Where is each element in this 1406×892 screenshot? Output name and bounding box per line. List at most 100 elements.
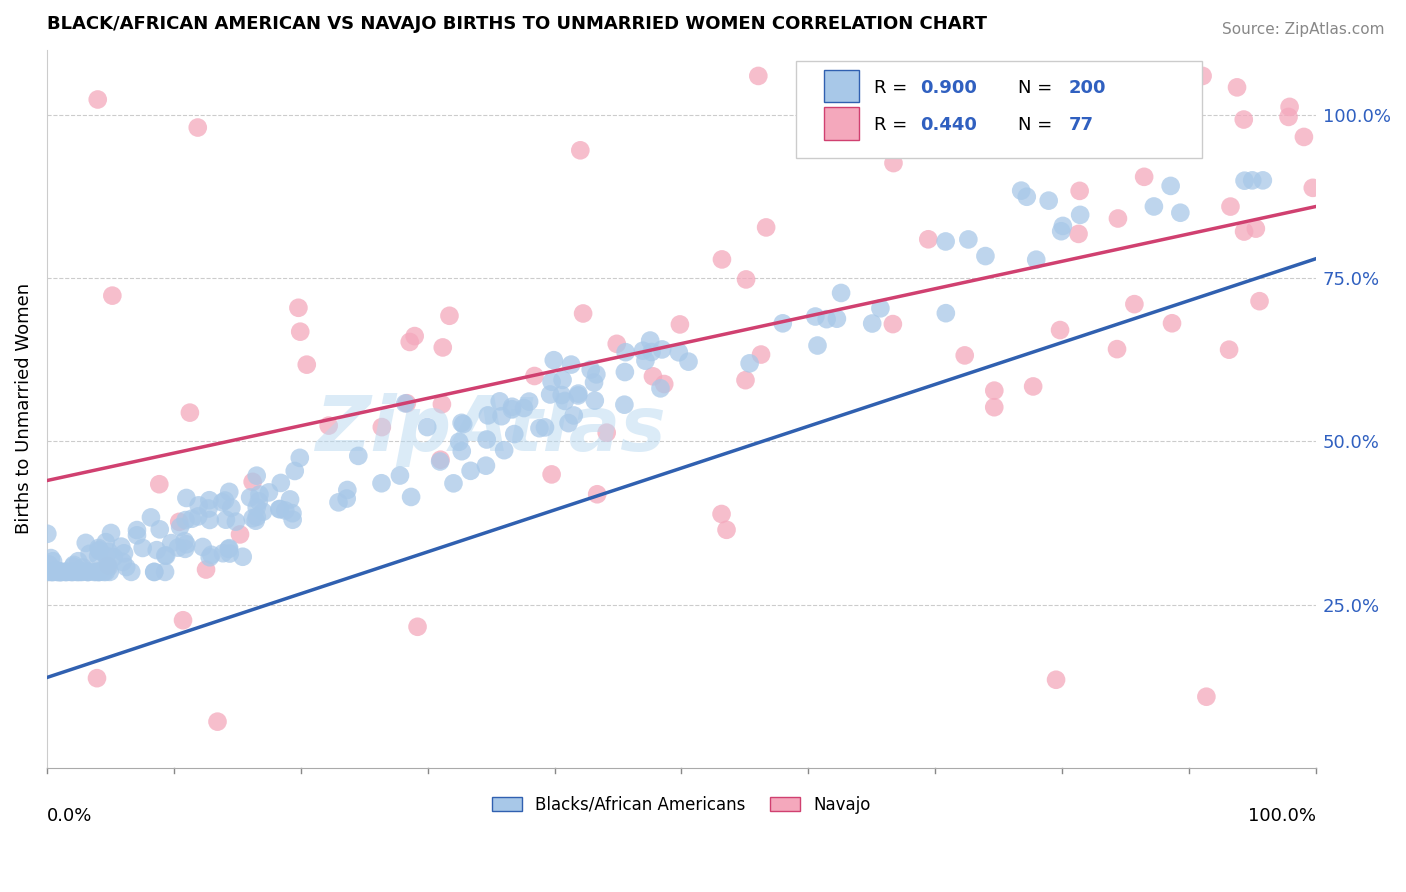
Point	[67, 554, 90, 568]
Point	[55, 565, 77, 579]
Point	[957, 232, 980, 246]
Point	[246, 468, 269, 483]
Point	[242, 475, 264, 489]
Point	[167, 515, 190, 529]
Point	[503, 427, 526, 442]
Point	[983, 384, 1005, 398]
Point	[849, 109, 872, 123]
Point	[96, 559, 118, 574]
Point	[38, 565, 60, 579]
Point	[523, 369, 546, 384]
Point	[110, 540, 132, 554]
Point	[125, 528, 148, 542]
Point	[218, 541, 240, 556]
Point	[1052, 219, 1074, 233]
Point	[1191, 69, 1213, 83]
FancyBboxPatch shape	[824, 107, 859, 139]
Point	[191, 540, 214, 554]
Point	[111, 555, 134, 569]
Point	[66, 565, 89, 579]
Point	[432, 341, 454, 355]
Point	[567, 388, 589, 402]
Point	[148, 477, 170, 491]
Point	[79, 547, 101, 561]
Point	[347, 449, 370, 463]
Point	[187, 499, 209, 513]
Point	[89, 565, 111, 579]
Point	[62, 565, 84, 579]
Point	[1050, 224, 1073, 238]
Point	[830, 285, 852, 300]
Point	[1015, 190, 1038, 204]
Point	[1233, 112, 1256, 127]
Point	[211, 495, 233, 509]
Point	[37, 565, 59, 579]
Point	[139, 510, 162, 524]
Text: 0.0%: 0.0%	[46, 807, 93, 825]
Point	[207, 714, 229, 729]
Point	[49, 565, 72, 579]
Point	[569, 143, 592, 157]
Point	[1067, 227, 1090, 241]
Point	[652, 377, 675, 392]
Point	[103, 550, 125, 565]
Point	[439, 309, 461, 323]
Point	[278, 492, 301, 507]
Point	[1107, 211, 1129, 226]
Point	[638, 334, 661, 348]
Point	[443, 476, 465, 491]
Point	[585, 368, 607, 382]
Legend: Blacks/African Americans, Navajo: Blacks/African Americans, Navajo	[485, 789, 877, 821]
Point	[187, 120, 209, 135]
Text: 0.440: 0.440	[920, 116, 977, 134]
Point	[160, 536, 183, 550]
Point	[46, 565, 69, 579]
Point	[582, 376, 605, 390]
Point	[167, 541, 190, 555]
Point	[59, 565, 82, 579]
Point	[221, 500, 243, 515]
Point	[399, 490, 422, 504]
Point	[1012, 69, 1035, 83]
Point	[195, 563, 218, 577]
Text: Source: ZipAtlas.com: Source: ZipAtlas.com	[1222, 22, 1385, 37]
Point	[218, 547, 240, 561]
Point	[806, 338, 828, 352]
Point	[651, 343, 673, 357]
Point	[1069, 184, 1091, 198]
Point	[38, 558, 60, 572]
Point	[225, 515, 247, 529]
Point	[1038, 194, 1060, 208]
Point	[77, 565, 100, 579]
Point	[145, 543, 167, 558]
Text: N =: N =	[1018, 116, 1057, 134]
Point	[557, 416, 579, 430]
Point	[198, 493, 221, 508]
Point	[290, 325, 312, 339]
Point	[429, 452, 451, 467]
Point	[494, 443, 516, 458]
Point	[540, 375, 562, 389]
Point	[214, 493, 236, 508]
Point	[232, 549, 254, 564]
Point	[1123, 297, 1146, 311]
Point	[460, 464, 482, 478]
Point	[450, 416, 472, 430]
Point	[475, 458, 498, 473]
Point	[583, 393, 606, 408]
Point	[1244, 221, 1267, 235]
Point	[97, 560, 120, 574]
Point	[388, 468, 411, 483]
Point	[513, 401, 536, 415]
Point	[935, 306, 957, 320]
Point	[1105, 342, 1128, 356]
Point	[245, 514, 267, 528]
Point	[1292, 130, 1315, 145]
Point	[174, 513, 197, 527]
Point	[143, 565, 166, 579]
Point	[37, 526, 59, 541]
Point	[172, 613, 194, 627]
Point	[1170, 205, 1192, 219]
Point	[1045, 673, 1067, 687]
Text: 100.0%: 100.0%	[1249, 807, 1316, 825]
